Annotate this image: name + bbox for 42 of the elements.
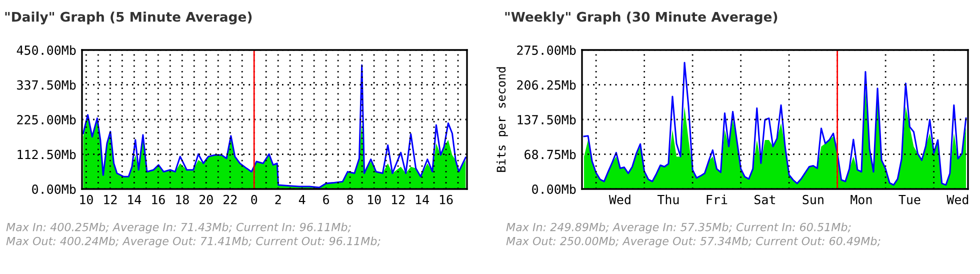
x-tick-label: Fri — [706, 194, 728, 204]
x-tick-label: 4 — [298, 195, 306, 204]
y-tick-label: 225.00Mb — [17, 114, 76, 124]
chart-title: "Daily" Graph (5 Minute Average) — [5, 12, 252, 24]
x-tick-label: 22 — [224, 194, 237, 204]
line-series — [583, 62, 967, 186]
x-tick-label: Wed — [946, 194, 968, 204]
x-tick-label: 14 — [128, 195, 142, 204]
x-tick-label: 14 — [416, 195, 429, 204]
x-tick-label: 12 — [104, 194, 117, 204]
y-tick-label: 68.75Mb — [524, 150, 576, 160]
y-tick-label: 450.00Mb — [16, 45, 76, 55]
y-tick-label: 137.50Mb — [518, 114, 576, 124]
y-tick-label: 206.25Mb — [517, 80, 576, 90]
x-tick-label: 8 — [347, 194, 354, 204]
text: Max Out: 400.24Mb; Average Out: 71.41Mb; Current Out: 96.11Mb; — [6, 236, 380, 248]
x-tick-label: 12 — [392, 194, 404, 204]
x-tick-label: 6 — [323, 194, 330, 204]
x-tick-label: Wed — [608, 194, 630, 204]
chart-title: "Weekly" Graph (30 Minute Average) — [505, 12, 778, 24]
x-tick-label: 18 — [176, 194, 189, 204]
text: Max In: 249.89Mb; Average In: 57.35Mb; Current In: 60.51Mb; — [506, 222, 851, 234]
x-tick-label: 10 — [80, 194, 93, 204]
y-tick-label: 337.50Mb — [17, 80, 76, 90]
x-tick-label: Mon — [850, 195, 872, 204]
x-tick-label: 16 — [440, 194, 453, 204]
text: Max Out: 250.00Mb; Average Out: 57.34Mb; Current Out: 60.49Mb; — [506, 236, 880, 248]
x-tick-label: 20 — [200, 194, 213, 204]
x-tick-label: 10 — [368, 194, 381, 204]
x-tick-label: 2 — [275, 194, 281, 204]
x-tick-label: Sat — [754, 194, 776, 204]
y-tick-label: 0.00Mb — [532, 184, 576, 194]
x-tick-label: Sun — [802, 194, 824, 204]
x-tick-label: Tue — [898, 195, 920, 204]
y-axis-title: Bits per second — [496, 67, 508, 172]
x-tick-label: 0 — [251, 194, 258, 204]
text: Max In: 400.25Mb; Average In: 71.43Mb; Current In: 96.11Mb; — [6, 222, 351, 234]
x-tick-label: Thu — [657, 194, 679, 204]
y-tick-label: 112.50Mb — [18, 150, 76, 160]
x-tick-label: 16 — [152, 194, 165, 204]
y-tick-label: 0.00Mb — [32, 184, 76, 194]
y-tick-label: 275.00Mb — [517, 45, 576, 55]
